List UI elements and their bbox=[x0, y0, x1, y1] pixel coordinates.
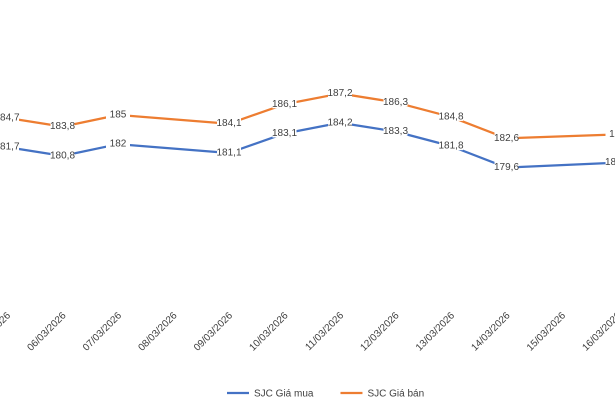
data-label-bg bbox=[605, 127, 615, 139]
data-label-bg bbox=[605, 155, 615, 167]
data-label: 184,8 bbox=[438, 111, 463, 122]
data-label: 186,1 bbox=[272, 99, 297, 110]
data-label: 184,2 bbox=[327, 117, 352, 128]
data-label-bg bbox=[50, 148, 75, 160]
data-label: 183 bbox=[609, 129, 615, 140]
data-label: 183,3 bbox=[383, 126, 408, 137]
data-label-bg bbox=[328, 115, 352, 127]
x-tick-label: 08/03/2026 bbox=[136, 310, 179, 353]
data-label-bg bbox=[106, 137, 130, 149]
data-label: 181,8 bbox=[438, 141, 463, 152]
data-label-bg bbox=[0, 140, 19, 152]
gap-connector bbox=[506, 133, 615, 140]
data-label-bg bbox=[383, 95, 408, 107]
data-label: 180,8 bbox=[50, 150, 75, 161]
gap-connector bbox=[506, 161, 615, 169]
data-label: 182,6 bbox=[494, 133, 519, 144]
data-label: 187,2 bbox=[327, 88, 352, 99]
data-label-bg bbox=[494, 131, 519, 143]
series-line bbox=[228, 121, 507, 169]
gap-connector bbox=[117, 113, 230, 125]
data-label: 180,1 bbox=[605, 157, 615, 168]
data-label: 181,1 bbox=[216, 147, 241, 158]
gap-connector bbox=[117, 143, 230, 155]
data-label-bg bbox=[494, 160, 519, 172]
x-tick-label: 12/03/2026 bbox=[358, 310, 401, 353]
x-tick-label: 06/03/2026 bbox=[25, 310, 68, 353]
data-label: 183,8 bbox=[50, 121, 75, 132]
data-label-bg bbox=[383, 124, 408, 136]
data-label-bg bbox=[217, 116, 241, 128]
series-line bbox=[228, 92, 507, 140]
data-label: 181,7 bbox=[0, 142, 20, 153]
data-label: 183,1 bbox=[272, 128, 297, 139]
legend: SJC Giá mua SJC Giá bán bbox=[227, 389, 424, 400]
data-label-bg bbox=[106, 107, 130, 119]
data-label: 182 bbox=[110, 139, 127, 150]
data-label: 186,3 bbox=[383, 97, 408, 108]
data-label-bg bbox=[439, 139, 463, 151]
data-label: 179,6 bbox=[494, 162, 519, 173]
data-label: 184,1 bbox=[216, 118, 241, 129]
data-label-bg bbox=[217, 145, 241, 157]
x-tick-label: 05/03/2026 bbox=[0, 310, 13, 353]
x-tick-label: 13/03/2026 bbox=[414, 310, 457, 353]
data-label-bg bbox=[272, 97, 297, 109]
legend-label: SJC Giá mua bbox=[254, 389, 314, 400]
x-tick-label: 07/03/2026 bbox=[81, 310, 124, 353]
x-tick-label: 14/03/2026 bbox=[469, 310, 512, 353]
data-label-bg bbox=[0, 110, 19, 122]
x-tick-label: 16/03/2026 bbox=[580, 310, 615, 353]
legend-label: SJC Giá bán bbox=[367, 389, 424, 400]
x-tick-label: 09/03/2026 bbox=[192, 310, 235, 353]
x-tick-label: 11/03/2026 bbox=[303, 310, 346, 353]
data-label: 184,7 bbox=[0, 112, 20, 123]
data-label-bg bbox=[328, 86, 352, 98]
data-label: 185 bbox=[110, 109, 127, 120]
x-tick-label: 10/03/2026 bbox=[247, 310, 290, 353]
x-tick-label: 15/03/2026 bbox=[525, 310, 568, 353]
data-label-bg bbox=[439, 109, 463, 121]
data-label-bg bbox=[50, 119, 75, 131]
data-label-bg bbox=[272, 126, 297, 138]
